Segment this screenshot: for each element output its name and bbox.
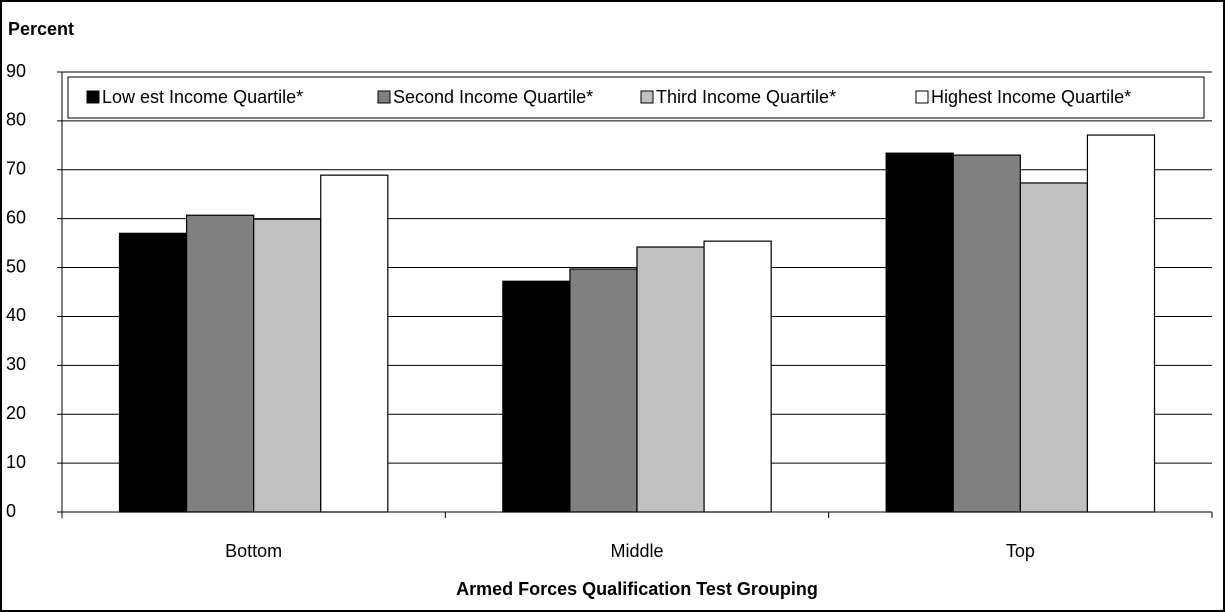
y-tick-label: 10 (6, 452, 26, 472)
bar (952, 154, 1021, 513)
legend-swatch (640, 90, 654, 104)
bar (1019, 182, 1089, 513)
y-tick-label: 40 (6, 305, 26, 325)
y-axis-title: Percent (8, 19, 74, 39)
legend-swatch (915, 90, 929, 104)
legend-swatch (377, 90, 391, 104)
bar (185, 214, 255, 513)
legend-swatch (86, 90, 100, 104)
bar (320, 174, 389, 513)
x-axis-title: Armed Forces Qualification Test Grouping (456, 579, 818, 599)
bar (1086, 134, 1156, 513)
y-tick-label: 50 (6, 256, 26, 276)
legend-label: Third Income Quartile* (656, 87, 836, 107)
y-tick-label: 90 (6, 61, 26, 81)
legend-box (67, 76, 1205, 119)
bar (502, 280, 571, 513)
y-tick-label: 0 (6, 501, 16, 521)
y-tick-label: 30 (6, 354, 26, 374)
bar (253, 218, 322, 513)
y-tick-label: 80 (6, 110, 26, 130)
bar (885, 152, 954, 513)
y-tick-label: 70 (6, 159, 26, 179)
legend-label: Second Income Quartile* (393, 87, 593, 107)
legend-label: Highest Income Quartile* (931, 87, 1131, 107)
y-tick-label: 60 (6, 207, 26, 227)
bar (703, 240, 772, 513)
y-tick-label: 20 (6, 403, 26, 423)
bar (636, 246, 705, 513)
bar (569, 268, 638, 513)
bar (118, 232, 188, 513)
x-tick-label: Top (1006, 541, 1035, 561)
legend-label: Low est Income Quartile* (102, 87, 303, 107)
x-tick-label: Middle (610, 541, 663, 561)
x-tick-label: Bottom (225, 541, 282, 561)
